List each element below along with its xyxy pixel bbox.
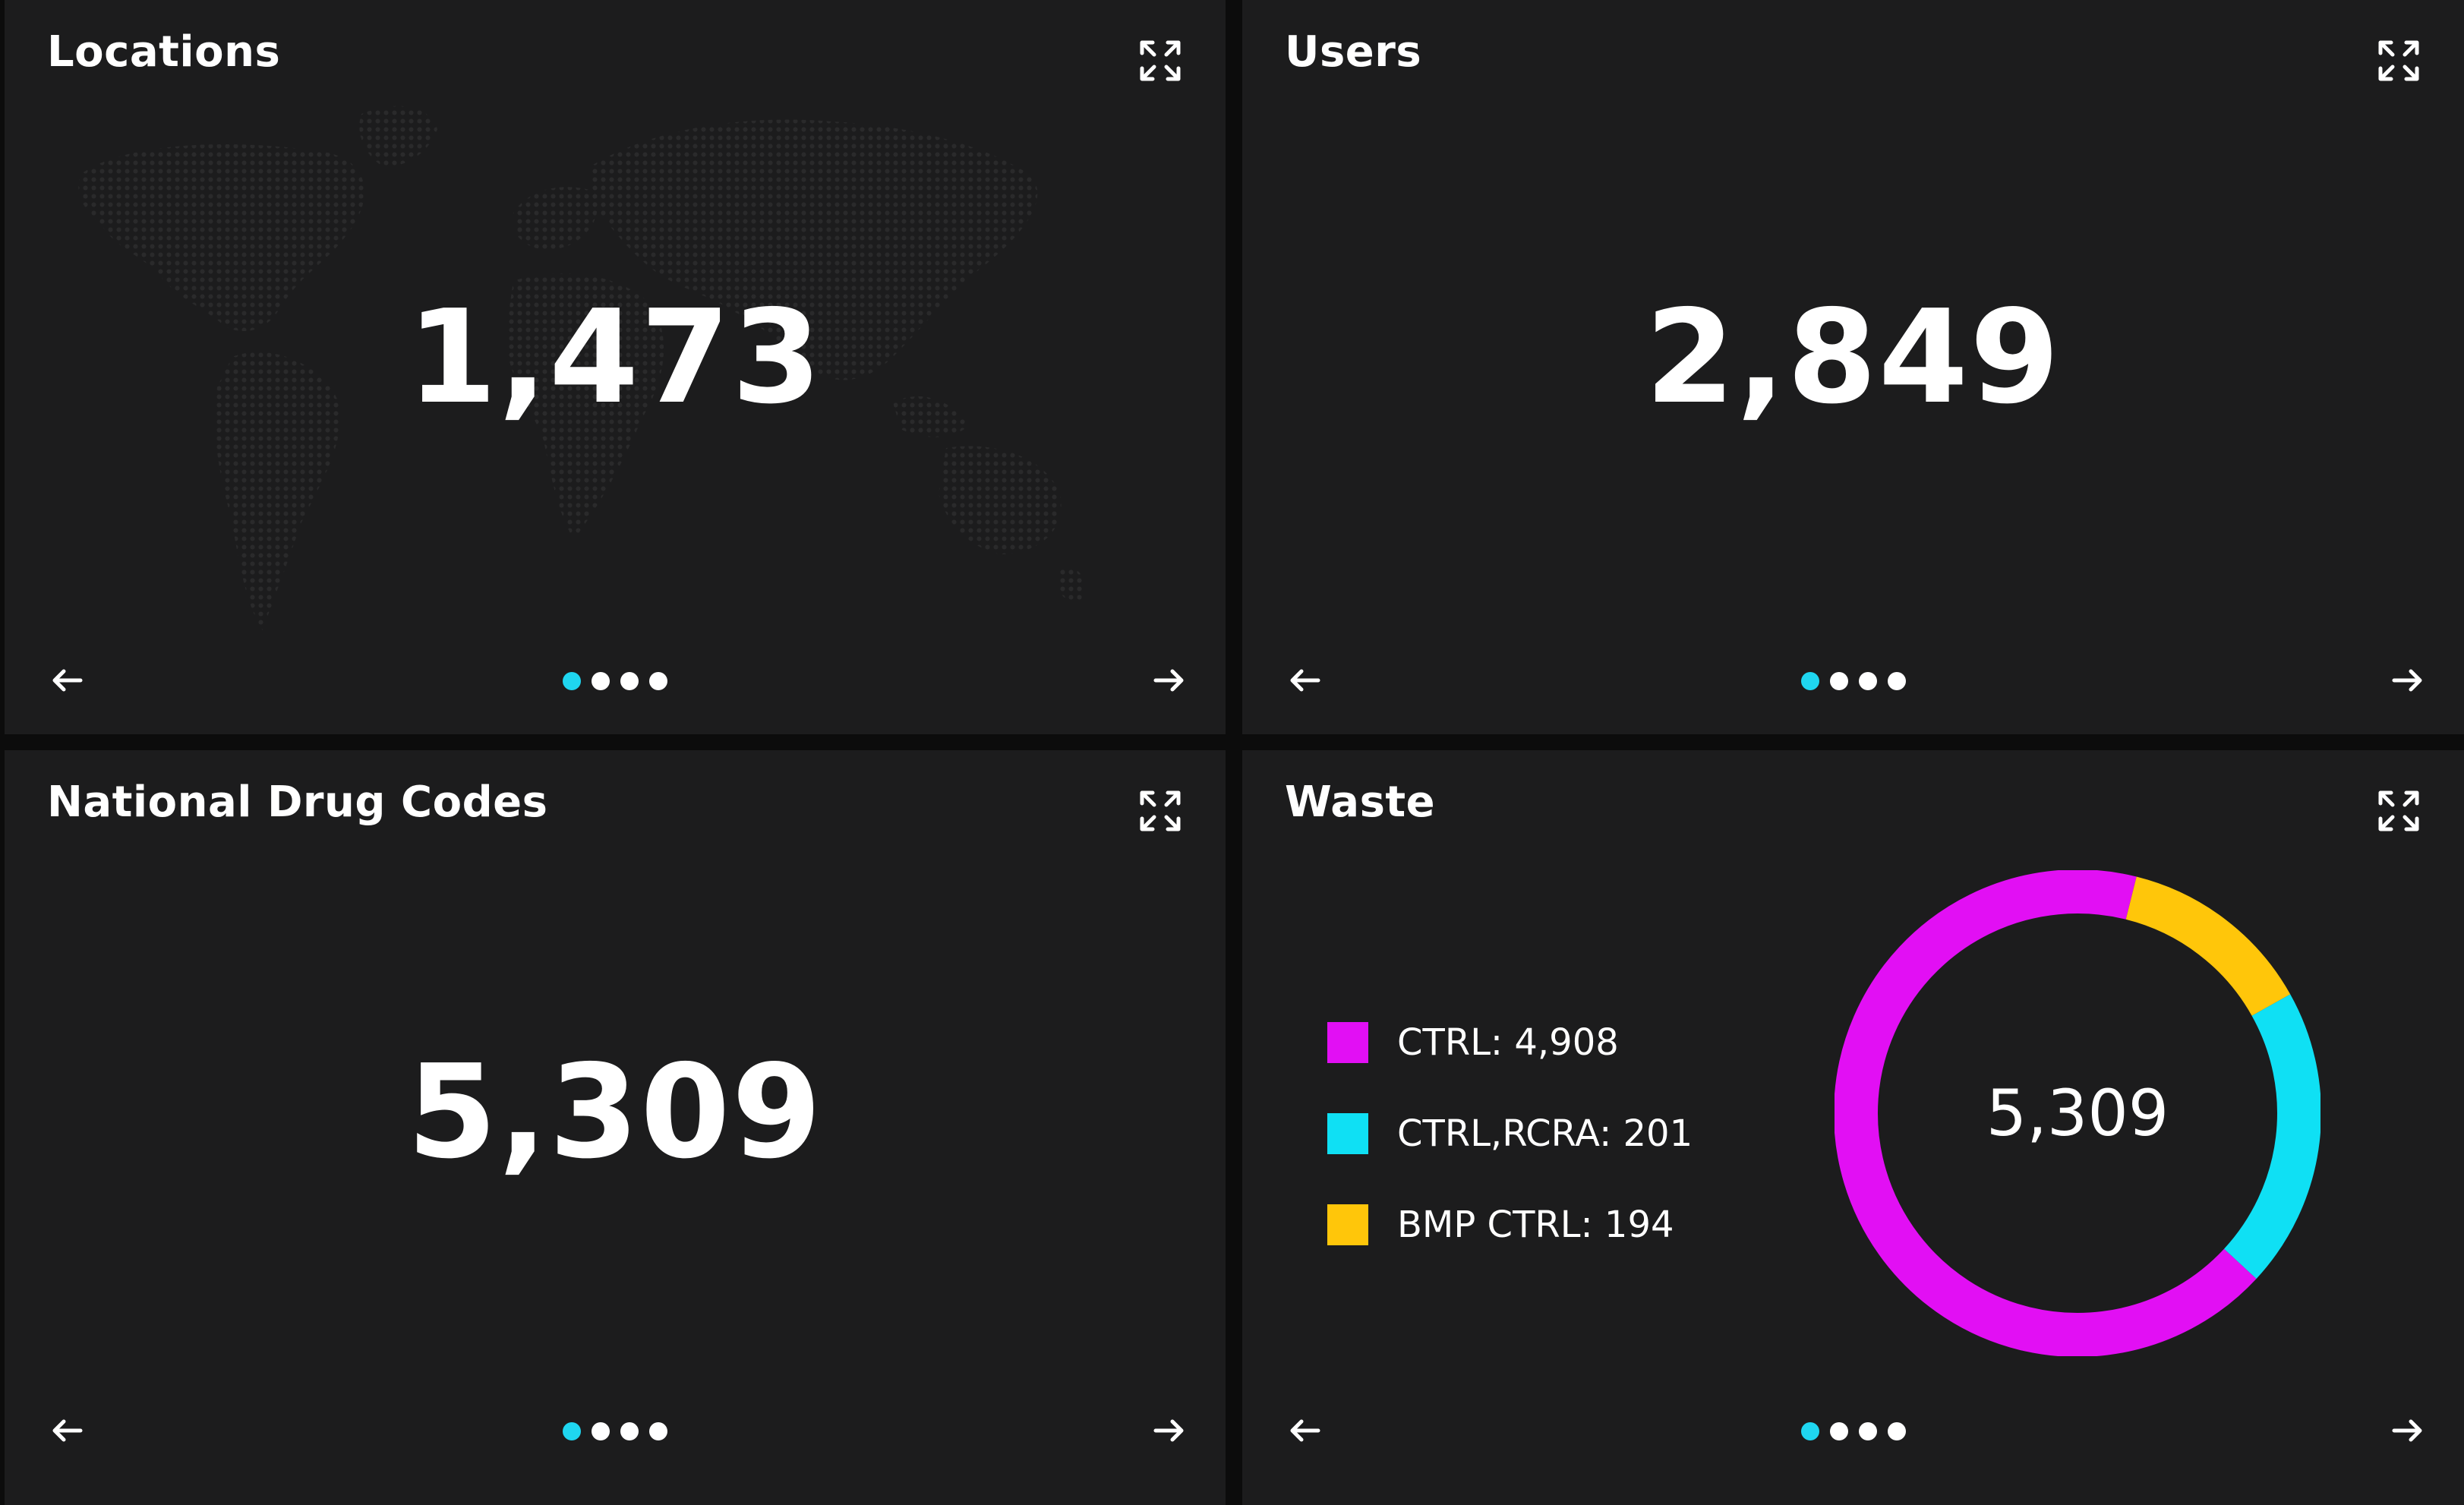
legend-label: CTRL,RCRA: 201 xyxy=(1397,1112,1693,1155)
legend-item-ctrl-rcra[interactable]: CTRL,RCRA: 201 xyxy=(1327,1088,1693,1179)
arrow-right-icon xyxy=(1153,669,1184,692)
previous-button[interactable] xyxy=(49,665,85,696)
arrow-right-icon xyxy=(2392,1419,2422,1442)
page-indicator xyxy=(1242,672,2464,690)
arrow-left-icon xyxy=(52,1419,83,1442)
page-dot-2[interactable] xyxy=(1829,1422,1848,1440)
next-button[interactable] xyxy=(1151,665,1188,696)
users-count: 2,849 xyxy=(1645,282,2062,433)
expand-icon xyxy=(1140,40,1181,81)
page-dot-2[interactable] xyxy=(1829,672,1848,690)
drug-codes-count: 5,309 xyxy=(407,1037,823,1188)
legend-label: CTRL: 4,908 xyxy=(1397,1021,1619,1064)
next-button[interactable] xyxy=(2390,665,2426,696)
expand-button[interactable] xyxy=(2376,788,2421,834)
waste-donut-chart xyxy=(1835,870,2320,1356)
legend-swatch xyxy=(1327,1204,1368,1245)
page-dot-3[interactable] xyxy=(620,672,639,690)
page-dot-4[interactable] xyxy=(1887,672,1906,690)
page-dot-2[interactable] xyxy=(592,672,610,690)
page-dot-1[interactable] xyxy=(563,1422,581,1440)
page-dot-1[interactable] xyxy=(563,672,581,690)
donut-slice-bmp-ctrl[interactable] xyxy=(2125,876,2291,1017)
national-drug-codes-card: National Drug Codes 5,309 xyxy=(5,750,1226,1505)
card-title: National Drug Codes xyxy=(47,778,548,827)
donut-slice-ctrl-rcra[interactable] xyxy=(2223,994,2320,1279)
expand-button[interactable] xyxy=(1137,788,1183,834)
waste-card: Waste CTRL: 4,908 CTRL,RCRA: 201 BMP CTR… xyxy=(1242,750,2464,1505)
expand-button[interactable] xyxy=(1137,38,1183,84)
legend-item-bmp-ctrl[interactable]: BMP CTRL: 194 xyxy=(1327,1179,1693,1270)
users-card: Users 2,849 xyxy=(1242,0,2464,734)
previous-button[interactable] xyxy=(1286,665,1323,696)
page-indicator xyxy=(5,672,1226,690)
page-dot-4[interactable] xyxy=(649,1422,667,1440)
page-dot-3[interactable] xyxy=(1858,1422,1877,1440)
page-dot-1[interactable] xyxy=(1800,672,1819,690)
legend-swatch xyxy=(1327,1022,1368,1063)
card-title: Waste xyxy=(1285,778,1436,827)
donut-slice-ctrl[interactable] xyxy=(1835,870,2257,1356)
expand-icon xyxy=(2378,790,2419,831)
next-button[interactable] xyxy=(1151,1415,1188,1446)
legend-label: BMP CTRL: 194 xyxy=(1397,1204,1674,1246)
donut-total: 5,309 xyxy=(1986,1076,2169,1150)
waste-legend: CTRL: 4,908 CTRL,RCRA: 201 BMP CTRL: 194 xyxy=(1327,997,1693,1270)
arrow-left-icon xyxy=(1290,1419,1320,1442)
page-dot-4[interactable] xyxy=(649,672,667,690)
locations-card: Locations 1,473 xyxy=(5,0,1226,734)
page-indicator xyxy=(5,1422,1226,1440)
previous-button[interactable] xyxy=(1286,1415,1323,1446)
page-dot-4[interactable] xyxy=(1887,1422,1906,1440)
page-dot-1[interactable] xyxy=(1800,1422,1819,1440)
legend-swatch xyxy=(1327,1113,1368,1154)
expand-icon xyxy=(1140,790,1181,831)
arrow-left-icon xyxy=(1290,669,1320,692)
next-button[interactable] xyxy=(2390,1415,2426,1446)
legend-item-ctrl[interactable]: CTRL: 4,908 xyxy=(1327,997,1693,1088)
arrow-right-icon xyxy=(1153,1419,1184,1442)
page-dot-3[interactable] xyxy=(1858,672,1877,690)
page-dot-3[interactable] xyxy=(620,1422,639,1440)
card-title: Locations xyxy=(47,27,281,77)
expand-icon xyxy=(2378,40,2419,81)
arrow-left-icon xyxy=(52,669,83,692)
expand-button[interactable] xyxy=(2376,38,2421,84)
arrow-right-icon xyxy=(2392,669,2422,692)
previous-button[interactable] xyxy=(49,1415,85,1446)
world-map-background xyxy=(78,106,1085,630)
locations-count: 1,473 xyxy=(407,282,823,433)
page-dot-2[interactable] xyxy=(592,1422,610,1440)
card-title: Users xyxy=(1285,27,1422,77)
page-indicator xyxy=(1242,1422,2464,1440)
